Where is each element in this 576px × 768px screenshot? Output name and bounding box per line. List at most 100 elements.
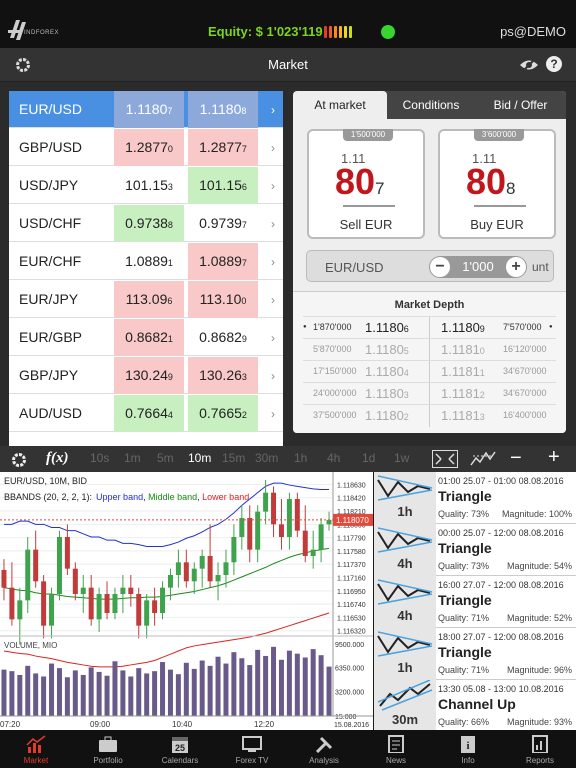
amount-input[interactable]: 1'000 [462, 259, 494, 274]
pattern-item[interactable]: 30m 13:30 05.08 - 13:00 10.08.2016 Channel… [374, 679, 576, 732]
pattern-quality: Quality: 66% [438, 717, 490, 727]
timeframe-10m[interactable]: 10m [188, 451, 212, 465]
increase-amount-button[interactable]: + [506, 257, 526, 277]
rate-row-eur-jpy[interactable]: EUR/JPY 113.096 113.100 › [9, 281, 283, 318]
tab-info[interactable]: i Info [432, 730, 504, 768]
tab-analysis[interactable]: Analysis [288, 730, 360, 768]
fullscreen-icon[interactable] [432, 450, 458, 468]
bid-price[interactable]: 130.249 [114, 357, 184, 394]
indicator-label: BBANDS (20, 2, 2, 1): [4, 492, 92, 502]
ask-price[interactable]: 1.08897 [188, 243, 258, 280]
rate-row-usd-jpy[interactable]: USD/JPY 101.153 101.156 › [9, 167, 283, 204]
candle [144, 600, 150, 626]
tab-reports[interactable]: Reports [504, 730, 576, 768]
rate-row-aud-usd[interactable]: AUD/USD 0.76644 0.76652 › [9, 395, 283, 432]
timeframe-1m[interactable]: 1m [124, 451, 141, 465]
chevron-right-icon[interactable]: › [271, 331, 275, 345]
pattern-item[interactable]: 4h 00:00 25.07 - 12:00 08.08.2016 Triangle… [374, 524, 576, 576]
ask-price[interactable]: 1.28777 [188, 129, 258, 166]
price-chart[interactable]: 1.1186301.1184201.1182101.1180001.117790… [0, 472, 373, 730]
candle [167, 575, 173, 588]
bid-price-pip: 1 [167, 334, 173, 344]
function-button[interactable]: f(x) [46, 450, 69, 466]
pattern-thumbnail [374, 472, 436, 524]
chart-toolbar: f(x) 10s 1m 5m 10m 15m 30m 1h 4h 1d 1w − + [0, 446, 576, 472]
bid-price[interactable]: 0.97388 [114, 205, 184, 242]
ask-price[interactable]: 0.97397 [188, 205, 258, 242]
buy-button[interactable]: 3'600'000 1.11 808 Buy EUR [438, 129, 556, 239]
gear-icon[interactable] [14, 56, 32, 74]
pattern-timeframe: 1h [397, 660, 413, 675]
ask-price[interactable]: 130.263 [188, 357, 258, 394]
ask-price[interactable]: 0.76652 [188, 395, 258, 432]
chevron-right-icon[interactable]: › [271, 103, 275, 117]
bid-price[interactable]: 0.86821 [114, 319, 184, 356]
candle [49, 594, 55, 626]
ask-price[interactable]: 113.100 [188, 281, 258, 318]
tab-at-market[interactable]: At market [293, 91, 387, 119]
bid-price[interactable]: 1.11807 [114, 91, 184, 128]
tab-calendars[interactable]: 25 Calendars [144, 730, 216, 768]
chevron-right-icon[interactable]: › [271, 255, 275, 269]
ask-price[interactable]: 101.156 [188, 167, 258, 204]
chevron-right-icon[interactable]: › [271, 141, 275, 155]
zoom-in-button[interactable]: + [548, 446, 560, 468]
chevron-right-icon[interactable]: › [271, 179, 275, 193]
timeframe-1w[interactable]: 1w [394, 451, 410, 465]
ask-price[interactable]: 0.86829 [188, 319, 258, 356]
depth-bid-price: 1.11805 [365, 342, 409, 357]
rate-row-gbp-usd[interactable]: GBP/USD 1.28770 1.28777 › [9, 129, 283, 166]
depth-bid-pip: 3 [403, 390, 409, 400]
timeframe-4h[interactable]: 4h [327, 451, 341, 465]
rate-symbol: GBP/USD [19, 139, 83, 155]
chevron-right-icon[interactable]: › [271, 217, 275, 231]
rate-row-eur-usd[interactable]: EUR/USD 1.11807 1.11808 › [9, 91, 283, 128]
chart-settings-gear-icon[interactable] [10, 451, 28, 469]
hide-eye-icon[interactable] [519, 58, 539, 72]
bid-price[interactable]: 0.76644 [114, 395, 184, 432]
chevron-right-icon[interactable]: › [271, 293, 275, 307]
volume-bar [231, 652, 237, 716]
chevron-right-icon[interactable]: › [271, 407, 275, 421]
zoom-out-button[interactable]: − [510, 447, 522, 469]
timeframe-1d[interactable]: 1d [362, 451, 376, 465]
bid-price[interactable]: 101.153 [114, 167, 184, 204]
bid-price[interactable]: 113.096 [114, 281, 184, 318]
timeframe-15m[interactable]: 15m [222, 451, 246, 465]
decrease-amount-button[interactable]: − [430, 257, 450, 277]
ask-price[interactable]: 1.11808 [188, 91, 258, 128]
rate-row-eur-chf[interactable]: EUR/CHF 1.08891 1.08897 › [9, 243, 283, 280]
bid-price[interactable]: 1.28770 [114, 129, 184, 166]
user-account[interactable]: ps@DEMO [500, 24, 566, 39]
pattern-item[interactable]: 1h 18:00 27.07 - 12:00 08.08.2016 Triangle… [374, 628, 576, 680]
volume-bar [199, 660, 205, 716]
pattern-overlay-icon[interactable] [470, 450, 496, 468]
rate-row-eur-gbp[interactable]: EUR/GBP 0.86821 0.86829 › [9, 319, 283, 356]
tab-conditions[interactable]: Conditions [402, 98, 460, 112]
chart-canvas[interactable]: 1.1186301.1184201.1182101.1180001.117790… [0, 472, 373, 730]
sell-button[interactable]: 1'500'000 1.11 807 Sell EUR [307, 129, 425, 239]
tab-news[interactable]: News [360, 730, 432, 768]
help-icon[interactable]: ? [546, 56, 562, 72]
tab-portfolio[interactable]: Portfolio [72, 730, 144, 768]
timeframe-30m[interactable]: 30m [255, 451, 279, 465]
depth-bid-volume: 17'150'000 [313, 366, 357, 376]
timeframe-10s[interactable]: 10s [90, 451, 110, 465]
rate-row-gbp-jpy[interactable]: GBP/JPY 130.249 130.263 › [9, 357, 283, 394]
volume-bar [96, 671, 102, 716]
pattern-item[interactable]: 1h 01:00 25.07 - 01:00 08.08.2016 Triangle… [374, 472, 576, 524]
tab-market[interactable]: Market [0, 730, 72, 768]
tab-forex-tv[interactable]: Forex TV [216, 730, 288, 768]
chevron-right-icon[interactable]: › [271, 369, 275, 383]
rate-row-usd-chf[interactable]: USD/CHF 0.97388 0.97397 › [9, 205, 283, 242]
timeframe-1h[interactable]: 1h [294, 451, 308, 465]
tab-bid-offer[interactable]: Bid / Offer [493, 98, 548, 112]
volume-bar [72, 670, 78, 716]
depth-bid-price: 1.11803 [365, 386, 409, 401]
tab-label: Calendars [161, 756, 199, 765]
timeframe-5m[interactable]: 5m [157, 451, 174, 465]
volume-bar [152, 671, 158, 716]
pattern-item[interactable]: 4h 16:00 27.07 - 12:00 08.08.2016 Triangle… [374, 576, 576, 628]
candle [152, 600, 158, 613]
bid-price[interactable]: 1.08891 [114, 243, 184, 280]
